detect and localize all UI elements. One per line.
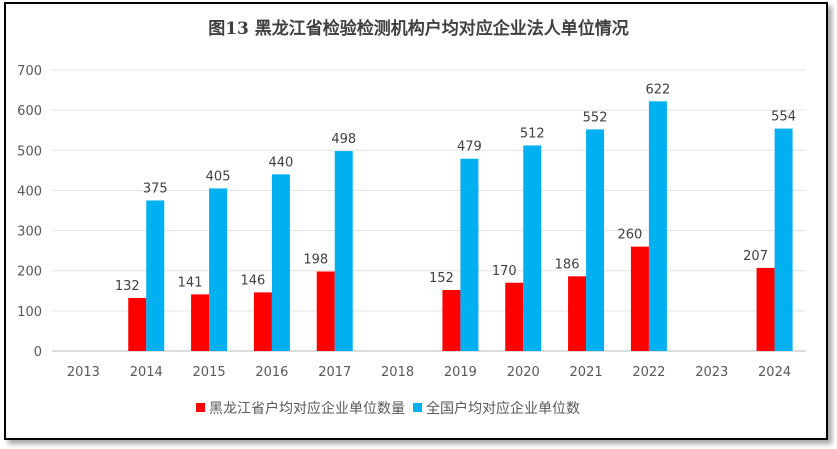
data-label: 479 [457, 140, 482, 155]
y-tick-label: 100 [17, 305, 42, 320]
x-tick-label: 2015 [193, 365, 226, 380]
y-tick-label: 600 [17, 104, 42, 119]
legend-swatch [196, 403, 205, 412]
data-label: 554 [771, 110, 796, 125]
bar-national [774, 128, 793, 351]
data-label: 375 [143, 181, 168, 196]
data-label: 146 [241, 273, 266, 288]
data-label: 260 [618, 228, 643, 243]
bar-heilongjiang [756, 267, 775, 351]
x-tick-label: 2022 [632, 365, 665, 380]
data-label: 405 [206, 169, 231, 184]
bar-national [146, 200, 165, 351]
bar-heilongjiang [568, 276, 587, 351]
bar-heilongjiang [505, 282, 524, 351]
x-tick-label: 2017 [318, 365, 351, 380]
y-tick-label: 200 [17, 265, 42, 280]
gridlines [52, 69, 806, 352]
x-axis: 2013 2014 2015 2016 2017 2018 2019 2020 2021 2022… [67, 365, 791, 380]
data-label: 512 [520, 126, 545, 141]
x-tick-label: 2013 [67, 365, 100, 380]
bar-heilongjiang [253, 292, 272, 351]
y-tick-label: 400 [17, 184, 42, 199]
data-label: 207 [743, 249, 768, 264]
data-label: 141 [178, 275, 203, 290]
y-tick-label: 0 [34, 345, 42, 360]
x-tick-label: 2018 [381, 365, 414, 380]
legend-label: 全国户均对应企业单位数 [426, 400, 580, 417]
chart-frame [4, 2, 828, 440]
x-tick-label: 2021 [570, 365, 603, 380]
x-tick-label: 2024 [758, 365, 791, 380]
bar-national [334, 151, 353, 351]
bar-national [648, 101, 667, 351]
data-label: 552 [583, 110, 608, 125]
data-label: 152 [429, 271, 454, 286]
bar-national [271, 174, 290, 351]
y-axis: 0 100 200 300 400 500 600 700 [17, 64, 42, 360]
bar-national [209, 188, 228, 351]
bar-heilongjiang [316, 271, 335, 351]
bar-national [460, 158, 479, 351]
y-tick-label: 300 [17, 225, 42, 240]
bars [128, 101, 793, 351]
chart-title: 图13 黑龙江省检验检测机构户均对应企业法人单位情况 [208, 19, 629, 39]
data-label: 198 [303, 253, 328, 268]
y-tick-label: 500 [17, 144, 42, 159]
x-tick-label: 2014 [130, 365, 163, 380]
x-tick-label: 2023 [695, 365, 728, 380]
x-tick-label: 2020 [507, 365, 540, 380]
data-label: 440 [269, 155, 294, 170]
legend: 黑龙江省户均对应企业单位数量 全国户均对应企业单位数 [196, 400, 580, 417]
bar-heilongjiang [191, 294, 210, 351]
x-tick-label: 2016 [255, 365, 288, 380]
bar-heilongjiang [630, 246, 649, 351]
data-label: 132 [115, 279, 140, 294]
y-tick-label: 700 [17, 64, 42, 79]
bar-heilongjiang [128, 298, 147, 351]
data-label: 170 [492, 264, 517, 279]
legend-swatch [413, 403, 422, 412]
data-label: 186 [555, 257, 580, 272]
bar-heilongjiang [442, 289, 461, 351]
data-label: 622 [646, 82, 671, 97]
bar-national [586, 129, 605, 351]
data-labels: 132 375 141 405 146 440 198 498 152 479 170 512 186 5… [115, 82, 796, 294]
data-label: 498 [331, 132, 356, 147]
bar-national [523, 145, 542, 351]
legend-label: 黑龙江省户均对应企业单位数量 [209, 400, 405, 417]
x-tick-label: 2019 [444, 365, 477, 380]
